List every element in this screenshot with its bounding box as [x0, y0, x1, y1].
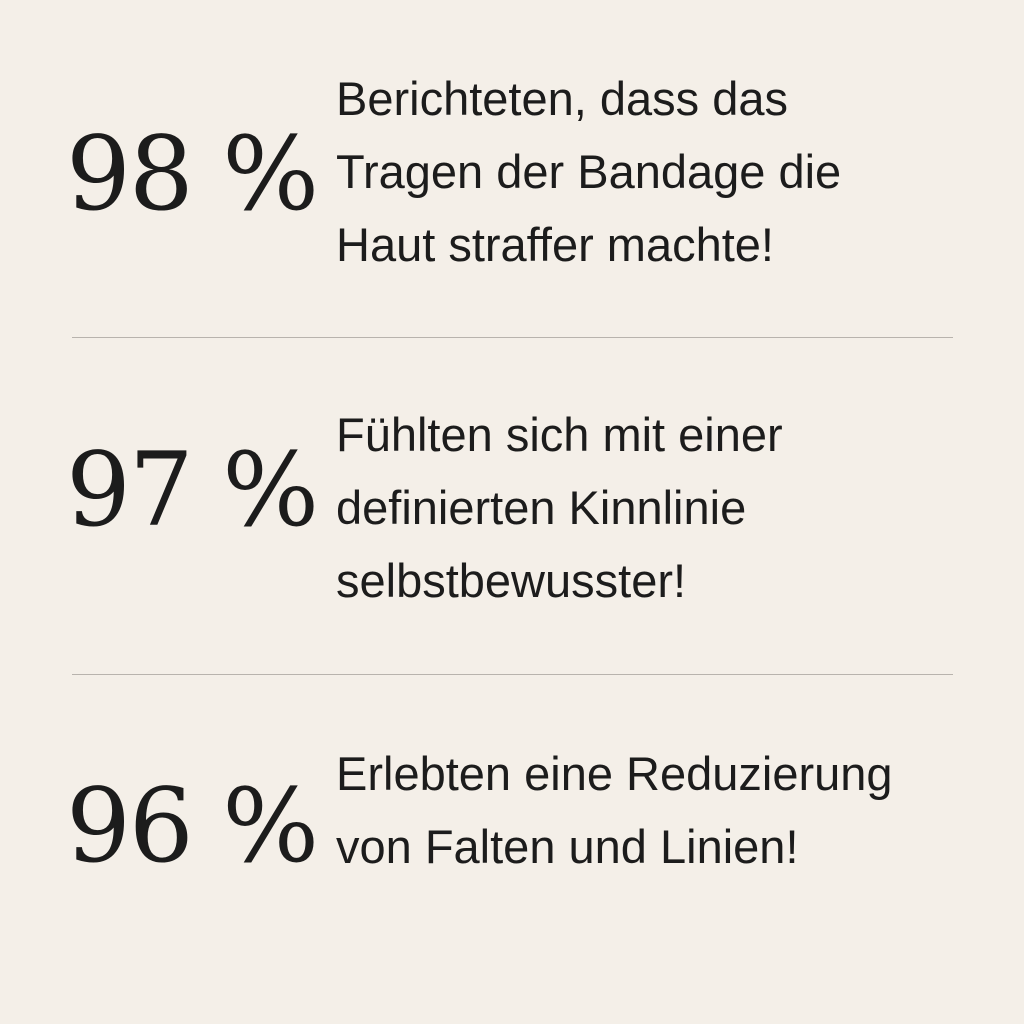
divider — [72, 337, 953, 338]
stat-value: 97 % — [66, 431, 319, 550]
stat-description: Erlebten eine Reduzierung von Falten und… — [336, 737, 986, 883]
stat-description-line: von Falten und Linien! — [336, 820, 799, 873]
stat-description-line: Fühlten sich mit einer — [336, 408, 783, 461]
stat-description-line: Haut straffer machte! — [336, 218, 774, 271]
stat-description: Berichteten, dass das Tragen der Bandage… — [336, 62, 986, 281]
stat-description-line: Berichteten, dass das — [336, 72, 788, 125]
divider — [72, 674, 953, 675]
stat-value: 96 % — [66, 767, 319, 886]
stat-value: 98 % — [66, 115, 319, 234]
stat-description-line: Tragen der Bandage die — [336, 145, 842, 198]
stat-description-line: definierten Kinnlinie — [336, 481, 747, 534]
stat-description-line: Erlebten eine Reduzierung — [336, 747, 893, 800]
stat-description: Fühlten sich mit einer definierten Kinnl… — [336, 398, 986, 617]
stat-description-line: selbstbewusster! — [336, 554, 687, 607]
